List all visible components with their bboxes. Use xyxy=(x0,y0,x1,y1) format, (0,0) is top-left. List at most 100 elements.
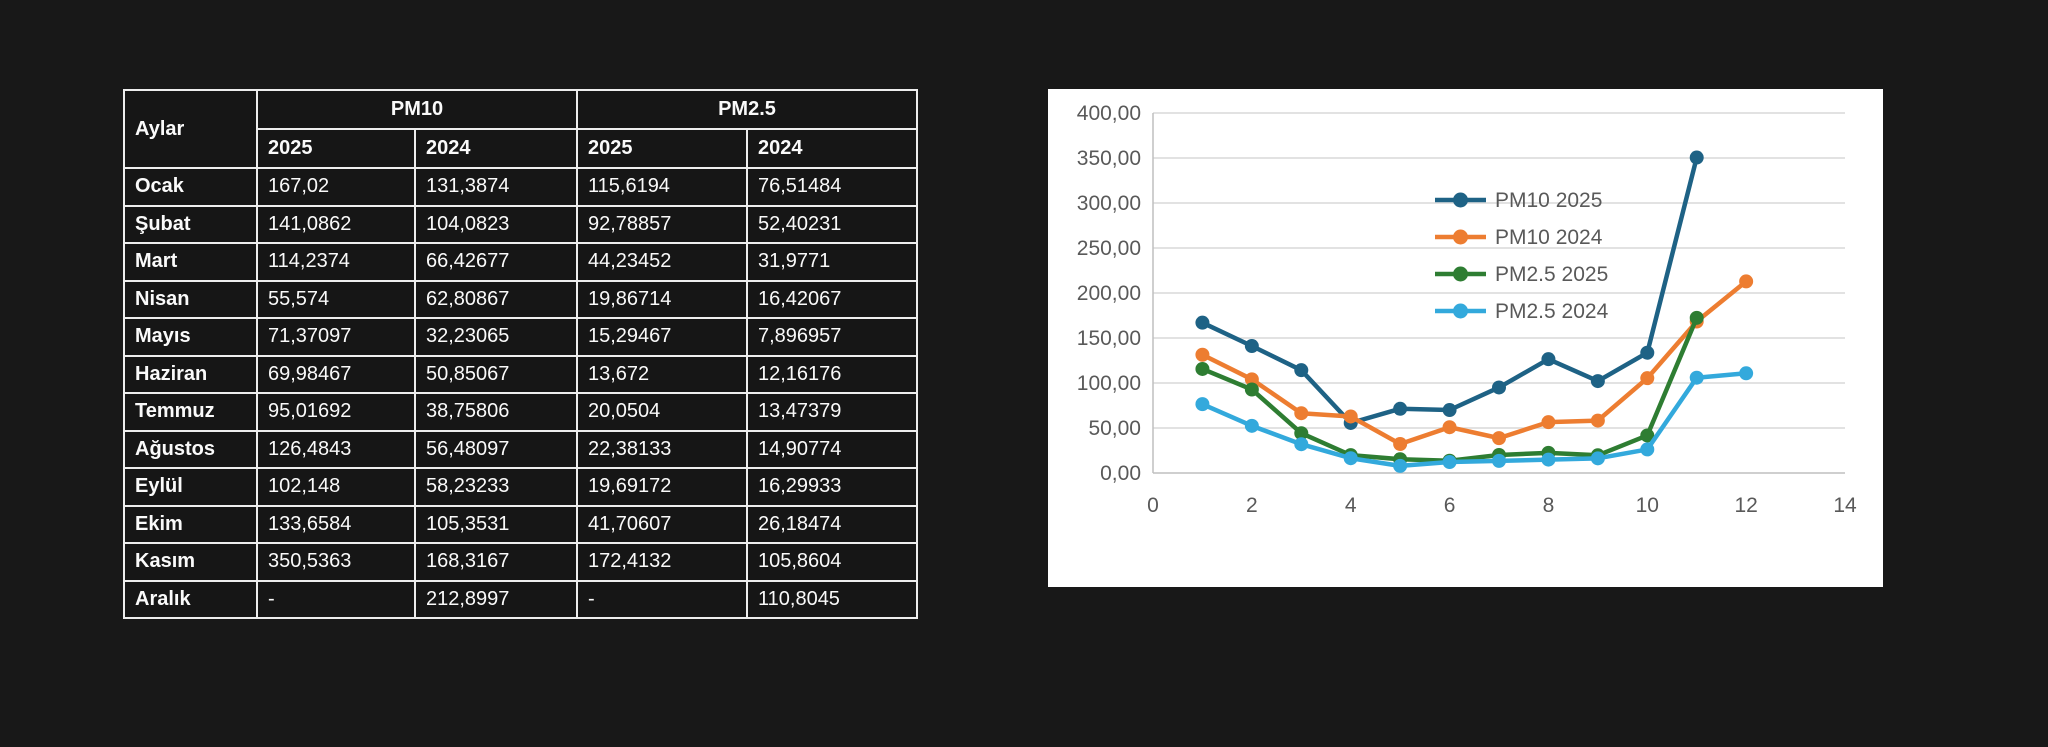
y-axis-tick-label: 50,00 xyxy=(1088,417,1141,440)
data-point-marker xyxy=(1689,150,1704,165)
value-cell: 20,0504 xyxy=(576,392,748,432)
data-point-marker xyxy=(1393,436,1408,451)
data-point-marker xyxy=(1492,431,1506,446)
data-point-marker xyxy=(1590,413,1605,428)
value-cell: 56,48097 xyxy=(414,429,578,469)
y-axis-tick-label: 0,00 xyxy=(1100,462,1141,485)
table-row: Ekim 133,6584 105,3531 41,70607 26,18474 xyxy=(123,504,918,544)
value-cell: 16,42067 xyxy=(746,279,918,319)
table-row: Kasım 350,5363 168,3167 172,4132 105,8604 xyxy=(123,542,918,582)
value-cell: 62,80867 xyxy=(414,279,578,319)
month-cell: Ekim xyxy=(123,504,258,544)
legend-label: PM2.5 2024 xyxy=(1495,300,1609,323)
legend-item: PM2.5 2024 xyxy=(1435,300,1609,323)
value-cell: 58,23233 xyxy=(414,467,578,507)
value-cell: 141,0862 xyxy=(256,204,416,244)
legend-line-marker-icon xyxy=(1453,192,1468,208)
month-cell: Ocak xyxy=(123,167,258,207)
legend-label: PM10 2024 xyxy=(1495,226,1603,249)
series-line xyxy=(1200,371,1749,469)
x-axis-tick-label: 14 xyxy=(1833,494,1857,517)
month-cell: Haziran xyxy=(123,354,258,394)
data-point-marker xyxy=(1442,403,1457,418)
value-cell: 12,16176 xyxy=(746,354,918,394)
month-cell: Kasım xyxy=(123,542,258,582)
data-point-marker xyxy=(1294,426,1309,441)
month-cell: Nisan xyxy=(123,279,258,319)
value-cell: 114,2374 xyxy=(256,242,416,282)
data-point-marker xyxy=(1442,455,1457,470)
y-axis-tick-label: 300,00 xyxy=(1077,192,1141,215)
data-point-marker xyxy=(1590,374,1605,389)
x-axis-tick-label: 2 xyxy=(1246,494,1258,517)
value-cell: 126,4843 xyxy=(256,429,416,469)
x-axis-tick-label: 6 xyxy=(1444,494,1456,517)
value-cell: 44,23452 xyxy=(576,242,748,282)
data-point-marker xyxy=(1442,420,1457,435)
table-row: Haziran 69,98467 50,85067 13,672 12,16176 xyxy=(123,354,918,394)
value-cell: 95,01692 xyxy=(256,392,416,432)
value-cell: 19,86714 xyxy=(576,279,748,319)
data-point-marker xyxy=(1294,363,1309,378)
data-point-marker xyxy=(1689,370,1704,385)
data-point-marker xyxy=(1541,415,1556,430)
value-cell: 16,29933 xyxy=(746,467,918,507)
year-header-pm10-2024: 2024 xyxy=(414,128,578,169)
data-point-marker xyxy=(1244,418,1259,433)
legend-item: PM2.5 2025 xyxy=(1435,263,1608,286)
data-point-marker xyxy=(1195,361,1210,376)
data-point-marker xyxy=(1195,347,1210,362)
value-cell: - xyxy=(576,579,748,619)
data-point-marker xyxy=(1195,315,1210,330)
data-point-marker xyxy=(1640,371,1655,386)
value-cell: 69,98467 xyxy=(256,354,416,394)
value-cell: 110,8045 xyxy=(746,579,918,619)
data-point-marker xyxy=(1541,352,1556,367)
value-cell: 172,4132 xyxy=(576,542,748,582)
data-point-marker xyxy=(1244,382,1259,397)
data-point-marker xyxy=(1640,428,1655,443)
value-cell: 55,574 xyxy=(256,279,416,319)
value-cell: 26,18474 xyxy=(746,504,918,544)
value-cell: - xyxy=(256,579,416,619)
value-cell: 15,29467 xyxy=(576,317,748,357)
value-cell: 14,90774 xyxy=(746,429,918,469)
value-cell: 13,672 xyxy=(576,354,748,394)
table-row: Mayıs 71,37097 32,23065 15,29467 7,896957 xyxy=(123,317,918,357)
x-axis-tick-label: 12 xyxy=(1734,494,1757,517)
table-row: Ocak 167,02 131,3874 115,6194 76,51484 xyxy=(123,167,918,207)
legend-label: PM10 2025 xyxy=(1495,189,1602,212)
value-cell: 52,40231 xyxy=(746,204,918,244)
data-point-marker xyxy=(1343,451,1358,466)
line-chart: 0,00 50,00 100,00 150,00 200,00 250,00 300,00 3… xyxy=(1077,102,1857,517)
x-axis-tick-label: 10 xyxy=(1636,494,1659,517)
data-point-marker xyxy=(1492,380,1506,395)
legend-line-marker-icon xyxy=(1453,303,1468,319)
pm-table: Aylar PM10 PM2.5 2025 2024 2025 2024 Oca… xyxy=(123,89,918,619)
value-cell: 19,69172 xyxy=(576,467,748,507)
month-cell: Mayıs xyxy=(123,317,258,357)
data-point-marker xyxy=(1294,406,1309,421)
y-axis-tick-label: 200,00 xyxy=(1077,282,1141,305)
pm-table-container: Aylar PM10 PM2.5 2025 2024 2025 2024 Oca… xyxy=(123,89,918,619)
data-point-marker xyxy=(1195,397,1210,412)
table-row: Eylül 102,148 58,23233 19,69172 16,29933 xyxy=(123,467,918,507)
y-axis-tick-label: 350,00 xyxy=(1077,147,1141,170)
month-cell: Şubat xyxy=(123,204,258,244)
value-cell: 76,51484 xyxy=(746,167,918,207)
x-axis-tick-label: 4 xyxy=(1345,494,1357,517)
table-row: Temmuz 95,01692 38,75806 20,0504 13,47379 xyxy=(123,392,918,432)
series-line xyxy=(1200,315,1699,463)
value-cell: 13,47379 xyxy=(746,392,918,432)
value-cell: 50,85067 xyxy=(414,354,578,394)
data-point-marker xyxy=(1739,274,1754,289)
year-header-pm25-2024: 2024 xyxy=(746,128,918,169)
month-cell: Mart xyxy=(123,242,258,282)
value-cell: 102,148 xyxy=(256,467,416,507)
table-row: Mart 114,2374 66,42677 44,23452 31,9771 xyxy=(123,242,918,282)
value-cell: 115,6194 xyxy=(576,167,748,207)
data-point-marker xyxy=(1590,451,1605,466)
x-axis-tick-label: 0 xyxy=(1147,494,1159,517)
month-cell: Aralık xyxy=(123,579,258,619)
legend-label: PM2.5 2025 xyxy=(1495,263,1608,286)
